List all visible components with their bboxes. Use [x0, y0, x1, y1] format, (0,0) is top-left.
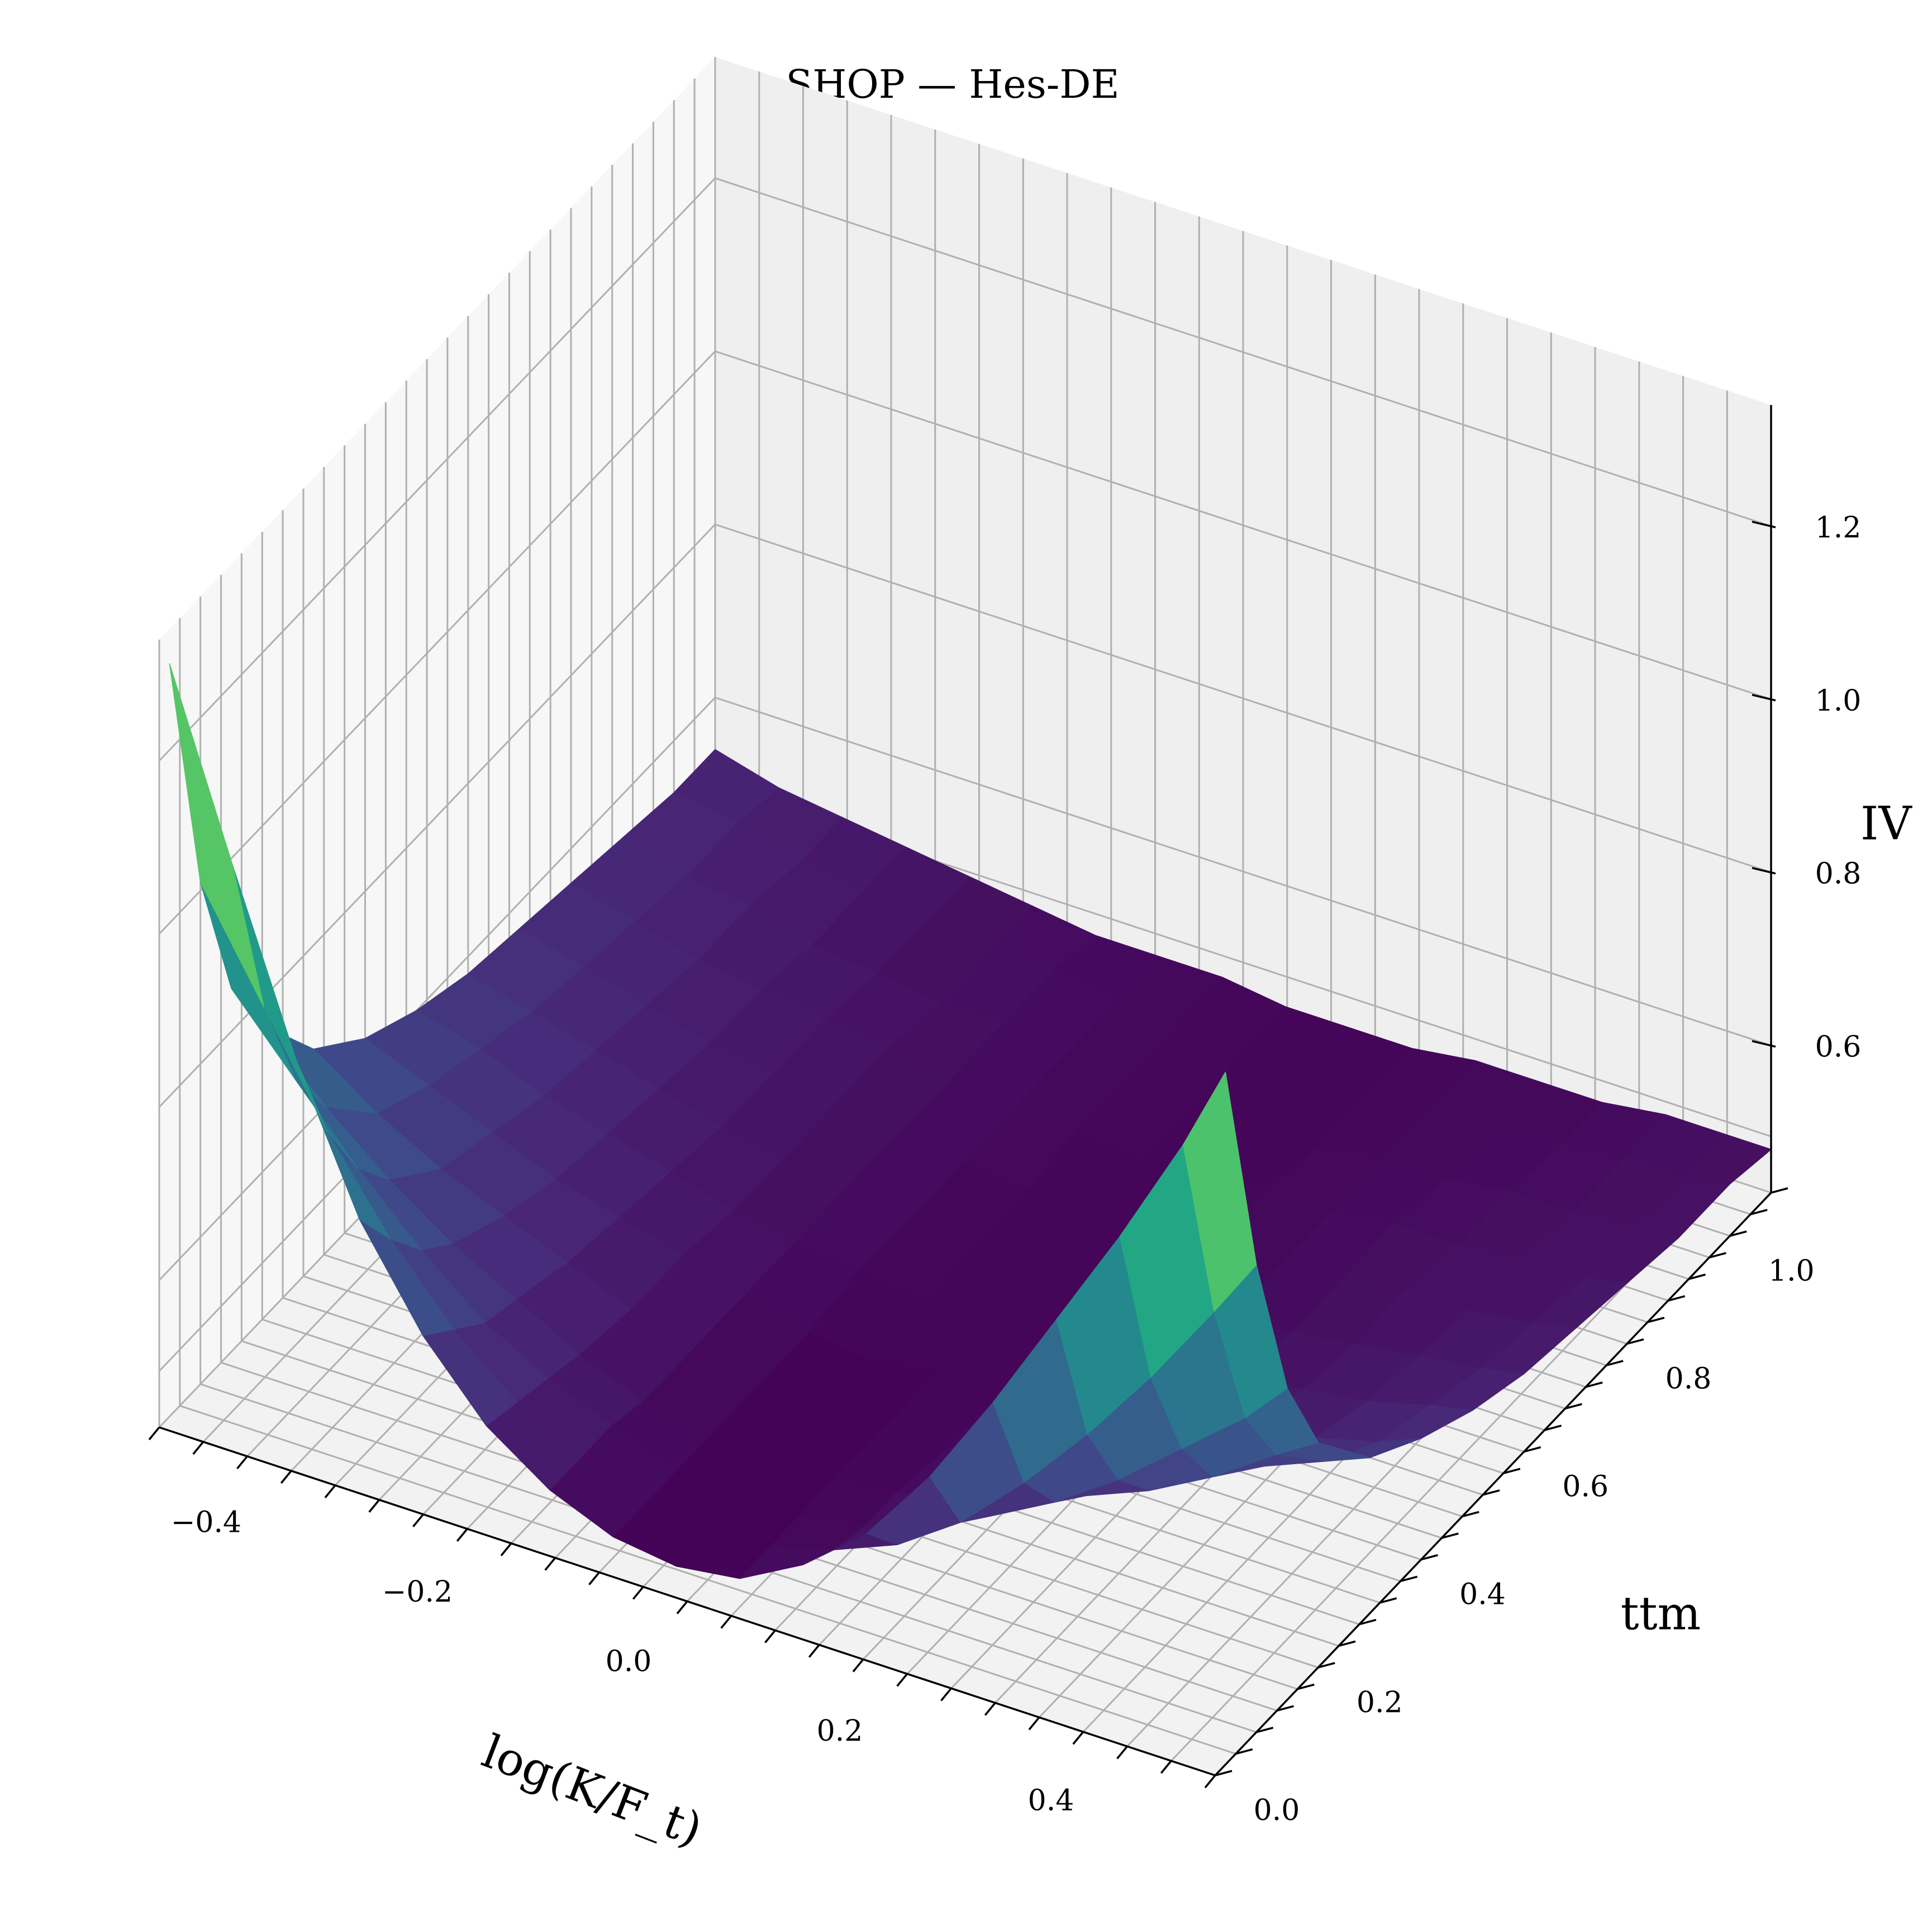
y-tick-mark [1709, 1252, 1726, 1259]
y-tick-mark [1215, 1770, 1233, 1776]
y-tick-mark [1317, 1662, 1335, 1669]
x-tick-mark [280, 1470, 292, 1484]
y-tick-mark [1668, 1295, 1686, 1302]
z-tick-mark [1752, 867, 1776, 875]
y-axis-label: ttm [1621, 1588, 1701, 1641]
x-tick-mark [544, 1557, 556, 1571]
grid-line-y [261, 531, 1319, 1669]
y-tick-mark [1688, 1273, 1706, 1280]
y-tick-mark [1235, 1748, 1253, 1755]
x-tick-mark [632, 1586, 644, 1600]
x-tick-mark [676, 1601, 688, 1614]
x-tick-mark [456, 1528, 468, 1542]
y-tick-label: 0.8 [1665, 1362, 1712, 1395]
z-tick-label: 1.2 [1815, 511, 1862, 545]
x-tick-label: −0.2 [382, 1575, 453, 1609]
grid-line-z [158, 350, 1772, 935]
x-tick-mark [368, 1499, 380, 1513]
y-tick-mark [1585, 1381, 1603, 1388]
y-tick-mark [1647, 1317, 1665, 1323]
z-tick-label: 0.6 [1815, 1031, 1862, 1064]
x-tick-mark [500, 1542, 512, 1556]
surface-facet [1183, 1071, 1257, 1312]
tick-marks [148, 521, 1788, 1789]
z-tick-mark [1752, 1040, 1776, 1048]
y-tick-label: 1.0 [1768, 1254, 1815, 1288]
y-tick-label: 0.4 [1459, 1578, 1506, 1612]
x-tick-mark [1028, 1717, 1040, 1731]
y-tick-mark [1771, 1187, 1788, 1194]
x-tick-mark [148, 1426, 160, 1441]
y-axis-line [1214, 1192, 1772, 1776]
y-tick-mark [1297, 1683, 1315, 1690]
y-tick-mark [1400, 1575, 1418, 1583]
x-tick-mark [324, 1484, 336, 1498]
x-tick-mark [1116, 1745, 1128, 1760]
y-tick-mark [1503, 1468, 1521, 1474]
y-tick-mark [1359, 1618, 1377, 1626]
x-tick-mark [984, 1702, 996, 1716]
x-tick-mark [764, 1630, 776, 1644]
x-tick-mark [412, 1513, 424, 1527]
left-wall-pane [159, 57, 715, 1427]
y-tick-mark [1256, 1727, 1274, 1733]
z-tick-mark [1752, 694, 1776, 702]
iv-surface [169, 663, 1772, 1579]
x-tick-mark [1072, 1731, 1084, 1745]
y-tick-label: 0.2 [1357, 1686, 1403, 1720]
y-tick-mark [1606, 1360, 1624, 1366]
z-tick-label: 1.0 [1815, 684, 1862, 718]
x-tick-mark [588, 1571, 600, 1585]
x-tick-mark [192, 1441, 204, 1455]
x-tick-label: 0.2 [817, 1714, 863, 1748]
y-tick-mark [1729, 1230, 1747, 1237]
y-tick-mark [1544, 1425, 1562, 1431]
y-tick-label: 0.0 [1254, 1794, 1300, 1827]
grid-line-y [240, 553, 1298, 1690]
surface-facet [169, 663, 264, 1008]
grid-line-y [282, 510, 1339, 1647]
x-tick-mark [1160, 1760, 1172, 1774]
grid-line-y [179, 618, 1236, 1755]
y-tick-mark [1750, 1208, 1768, 1216]
grid-line-z [158, 523, 1772, 1108]
tick-labels: −0.4 −0.2 0.0 0.2 0.4 0.0 0.2 0.4 0.6 0.8 1.0 0.6 0.… [171, 511, 1861, 1827]
grid-line-z [158, 177, 1772, 761]
y-tick-mark [1565, 1403, 1582, 1409]
y-tick-mark [1626, 1338, 1644, 1345]
z-tick-label: 0.8 [1815, 858, 1862, 891]
x-axis-label: log(K/F_t) [475, 1725, 710, 1857]
z-axis-label: IV [1860, 798, 1912, 851]
y-tick-mark [1421, 1554, 1438, 1561]
x-tick-mark [852, 1659, 864, 1673]
y-tick-mark [1524, 1446, 1541, 1453]
y-tick-mark [1482, 1489, 1500, 1496]
y-tick-mark [1277, 1705, 1295, 1712]
x-tick-mark [940, 1688, 952, 1702]
x-tick-mark [720, 1615, 732, 1629]
y-tick-mark [1441, 1532, 1459, 1539]
x-tick-label: 0.0 [606, 1645, 652, 1679]
y-tick-mark [1379, 1597, 1397, 1604]
x-tick-mark [1204, 1774, 1216, 1789]
y-tick-mark [1338, 1640, 1356, 1647]
x-tick-mark [236, 1455, 248, 1470]
x-tick-label: 0.4 [1028, 1784, 1074, 1818]
y-tick-label: 0.6 [1562, 1470, 1609, 1504]
x-tick-label: −0.4 [171, 1506, 241, 1539]
x-tick-mark [808, 1644, 820, 1658]
y-tick-mark [1462, 1511, 1479, 1518]
x-tick-mark [896, 1673, 908, 1687]
z-tick-mark [1752, 521, 1776, 528]
